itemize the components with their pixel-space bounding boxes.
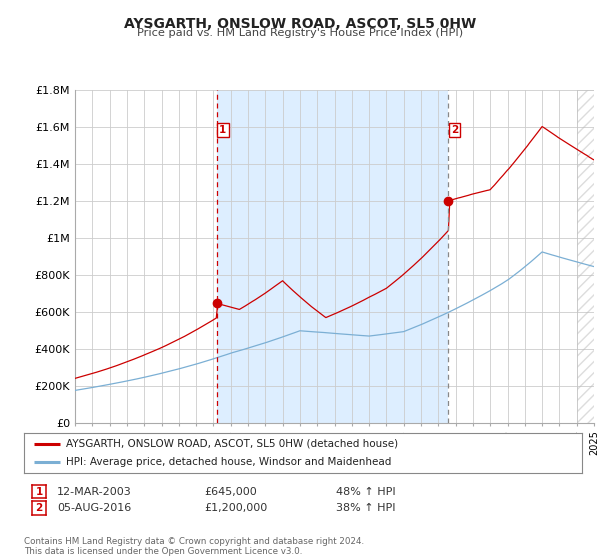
Text: 38% ↑ HPI: 38% ↑ HPI — [336, 503, 395, 513]
Text: 2: 2 — [451, 124, 458, 134]
Text: 48% ↑ HPI: 48% ↑ HPI — [336, 487, 395, 497]
Text: AYSGARTH, ONSLOW ROAD, ASCOT, SL5 0HW: AYSGARTH, ONSLOW ROAD, ASCOT, SL5 0HW — [124, 17, 476, 31]
Text: £645,000: £645,000 — [204, 487, 257, 497]
Text: HPI: Average price, detached house, Windsor and Maidenhead: HPI: Average price, detached house, Wind… — [66, 458, 391, 467]
Text: AYSGARTH, ONSLOW ROAD, ASCOT, SL5 0HW (detached house): AYSGARTH, ONSLOW ROAD, ASCOT, SL5 0HW (d… — [66, 439, 398, 449]
Text: 12-MAR-2003: 12-MAR-2003 — [57, 487, 132, 497]
Text: Contains HM Land Registry data © Crown copyright and database right 2024.: Contains HM Land Registry data © Crown c… — [24, 537, 364, 546]
Text: 05-AUG-2016: 05-AUG-2016 — [57, 503, 131, 513]
Text: 1: 1 — [35, 487, 43, 497]
Bar — [217, 90, 448, 423]
Text: This data is licensed under the Open Government Licence v3.0.: This data is licensed under the Open Gov… — [24, 547, 302, 556]
Bar — [577, 90, 594, 423]
Text: £1,200,000: £1,200,000 — [204, 503, 267, 513]
Text: Price paid vs. HM Land Registry's House Price Index (HPI): Price paid vs. HM Land Registry's House … — [137, 28, 463, 38]
Text: 1: 1 — [219, 124, 227, 134]
Text: 2: 2 — [35, 503, 43, 513]
